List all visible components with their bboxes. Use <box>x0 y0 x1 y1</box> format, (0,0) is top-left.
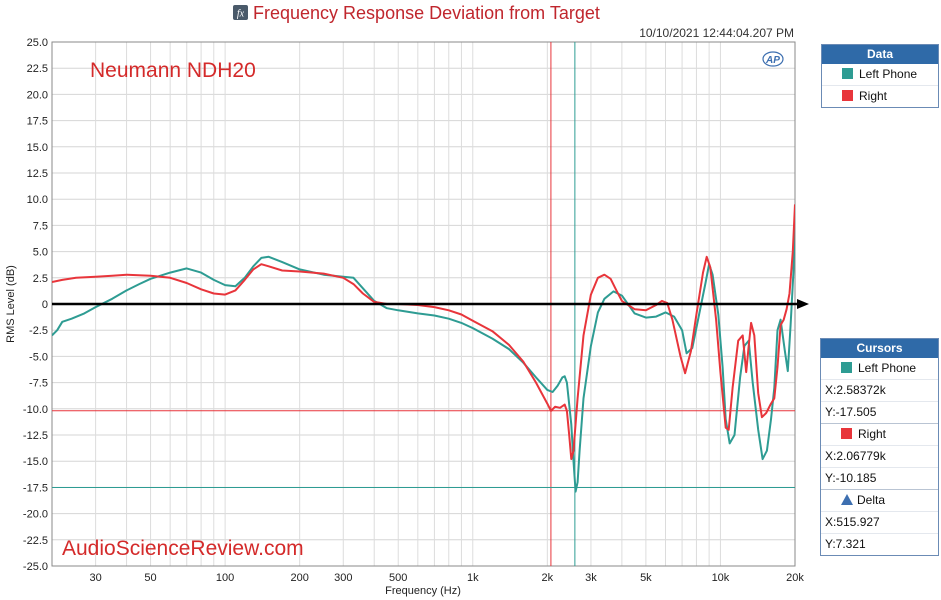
cursor-right-label: Right <box>858 427 887 441</box>
series-line-right <box>52 204 795 461</box>
legend-item-left-phone[interactable]: Left Phone <box>822 64 938 86</box>
y-tick-label: -20.0 <box>23 509 48 521</box>
x-tick-label: 20k <box>786 572 804 584</box>
cursor-right-swatch <box>841 428 852 439</box>
cursor-delta-x: X:515.927 <box>821 512 938 534</box>
x-tick-label: 10k <box>712 572 730 584</box>
y-tick-label: -17.5 <box>23 482 48 494</box>
x-tick-label: 30 <box>89 572 101 584</box>
y-tick-label: 2.5 <box>33 273 48 285</box>
y-tick-label: -15.0 <box>23 456 48 468</box>
x-tick-label: 2k <box>542 572 554 584</box>
timestamp: 10/10/2021 12:44:04.207 PM <box>639 26 794 40</box>
cursor-left-phone-label: Left Phone <box>858 361 917 375</box>
series-line-left-phone <box>52 220 795 493</box>
cursor-delta-label: Delta <box>857 493 886 507</box>
x-tick-label: 50 <box>144 572 156 584</box>
watermark-label: AudioScienceReview.com <box>62 537 304 560</box>
y-tick-label: -5.0 <box>29 351 48 363</box>
cursor-left-phone[interactable]: Left Phone <box>821 358 938 380</box>
y-tick-label: 0 <box>42 299 48 311</box>
y-tick-label: -2.5 <box>29 325 48 337</box>
zero-reference-arrow <box>52 299 809 309</box>
data-panel-title: Data <box>822 45 938 64</box>
fx-icon: fx <box>233 5 248 20</box>
x-tick-label: 500 <box>389 572 407 584</box>
cursor-left-phone-x: X:2.58372k <box>821 380 938 402</box>
product-name-label: Neumann NDH20 <box>90 59 256 82</box>
x-axis-label: Frequency (Hz) <box>385 585 461 597</box>
legend-label-right: Right <box>859 89 888 103</box>
cursor-right-y: Y:-10.185 <box>821 468 938 490</box>
arrow-head-icon <box>797 299 809 309</box>
y-tick-label: 25.0 <box>27 37 48 49</box>
y-tick-label: -25.0 <box>23 561 48 573</box>
y-tick-label: 15.0 <box>27 142 48 154</box>
cursor-delta[interactable]: Delta <box>821 490 938 512</box>
left-phone-swatch <box>842 68 853 79</box>
y-tick-label: -7.5 <box>29 378 48 390</box>
y-axis-label: RMS Level (dB) <box>5 265 17 343</box>
y-tick-labels: 25.0 22.5 20.0 17.5 15.0 12.5 10.0 7.5 5.0 2.5 0 -2… <box>23 37 48 573</box>
ap-logo-text: AP <box>765 55 780 66</box>
cursor-delta-y: Y:7.321 <box>825 537 866 551</box>
x-tick-label: 200 <box>290 572 308 584</box>
y-tick-label: -10.0 <box>23 404 48 416</box>
y-tick-label: -22.5 <box>23 535 48 547</box>
y-tick-label: 7.5 <box>33 220 48 232</box>
ap-logo: AP <box>762 51 784 67</box>
y-tick-label: -12.5 <box>23 430 48 442</box>
x-tick-label: 1k <box>467 572 479 584</box>
y-tick-label: 10.0 <box>27 194 48 206</box>
y-tick-label: 20.0 <box>27 89 48 101</box>
legend-item-right[interactable]: Right <box>822 86 938 107</box>
y-tick-label: 5.0 <box>33 247 48 259</box>
cursor-left-phone-swatch <box>841 362 852 373</box>
data-legend-panel: Data Left Phone Right <box>821 44 939 108</box>
cursors-panel-title: Cursors <box>821 339 938 358</box>
cursor-left-phone-y: Y:-17.505 <box>821 402 938 424</box>
x-tick-label: 300 <box>334 572 352 584</box>
y-tick-label: 12.5 <box>27 168 48 180</box>
delta-triangle-icon <box>841 494 853 505</box>
chart-title: Frequency Response Deviation from Target <box>253 3 600 23</box>
x-tick-labels: 30 50 100 200 300 500 1k 2k 3k 5k 10k 20k <box>89 572 804 584</box>
fx-icon-text: fx <box>237 9 245 20</box>
cursors-panel: Cursors Left Phone X:2.58372k Y:-17.505 … <box>820 338 939 556</box>
series-lines <box>52 204 795 493</box>
y-tick-label: 22.5 <box>27 63 48 75</box>
right-swatch <box>842 90 853 101</box>
y-tick-label: 17.5 <box>27 116 48 128</box>
x-tick-label: 5k <box>640 572 652 584</box>
cursor-right[interactable]: Right <box>821 424 938 446</box>
x-tick-label: 3k <box>585 572 597 584</box>
cursor-right-x: X:2.06779k <box>821 446 938 468</box>
x-tick-label: 100 <box>216 572 234 584</box>
legend-label-left-phone: Left Phone <box>859 67 918 81</box>
